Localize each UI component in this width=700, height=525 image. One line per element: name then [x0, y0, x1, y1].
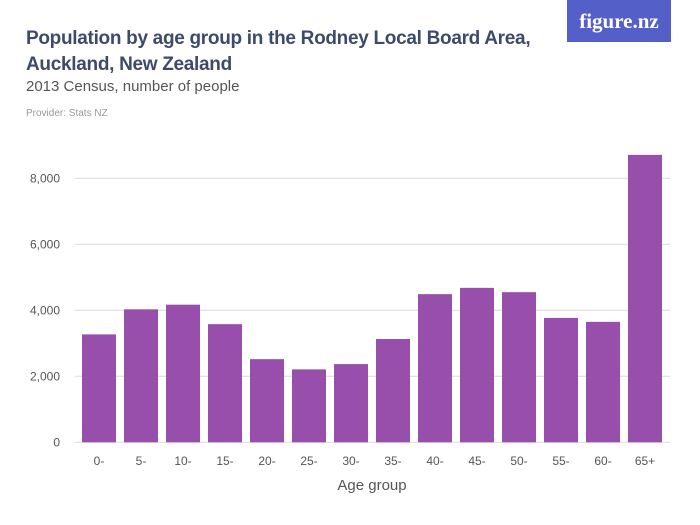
x-axis-label: Age group: [337, 477, 406, 494]
x-tick-label: 45-: [468, 454, 485, 468]
bar-15-: [208, 324, 242, 443]
logo-text: figure.nz: [579, 8, 659, 33]
x-tick-label: 15-: [216, 454, 233, 468]
bar-5-: [124, 309, 158, 443]
x-tick-label: 25-: [300, 454, 317, 468]
x-tick-label: 30-: [342, 454, 359, 468]
x-tick-label: 60-: [594, 454, 611, 468]
bar-65+: [628, 154, 662, 443]
figure-nz-logo[interactable]: figure.nz: [567, 0, 671, 42]
y-tick-label: 4,000: [30, 303, 60, 317]
bar-25-: [292, 369, 326, 443]
bar-10-: [166, 304, 200, 443]
x-tick-label: 55-: [552, 454, 569, 468]
bar-50-: [502, 292, 536, 443]
bar-0-: [82, 334, 116, 443]
x-tick-label: 65+: [635, 454, 655, 468]
y-tick-label: 6,000: [30, 237, 60, 251]
bar-30-: [334, 364, 368, 443]
x-tick-label: 10-: [174, 454, 191, 468]
chart-title: Population by age group in the Rodney Lo…: [26, 28, 531, 75]
provider-label: Provider: Stats NZ: [26, 108, 108, 119]
bar-60-: [586, 321, 620, 443]
bar-45-: [460, 287, 494, 443]
x-tick-label: 50-: [510, 454, 527, 468]
bar-20-: [250, 359, 284, 443]
bar-55-: [544, 317, 578, 443]
x-tick-label: 5-: [136, 454, 147, 468]
x-tick-label: 0-: [94, 454, 105, 468]
x-tick-label: 35-: [384, 454, 401, 468]
chart-subtitle: 2013 Census, number of people: [26, 78, 240, 95]
y-tick-label: 8,000: [30, 171, 60, 185]
x-tick-label: 40-: [426, 454, 443, 468]
y-tick-label: 0: [53, 435, 60, 449]
bar-35-: [376, 339, 410, 443]
bar-40-: [418, 294, 452, 443]
x-tick-label: 20-: [258, 454, 275, 468]
y-tick-label: 2,000: [30, 369, 60, 383]
